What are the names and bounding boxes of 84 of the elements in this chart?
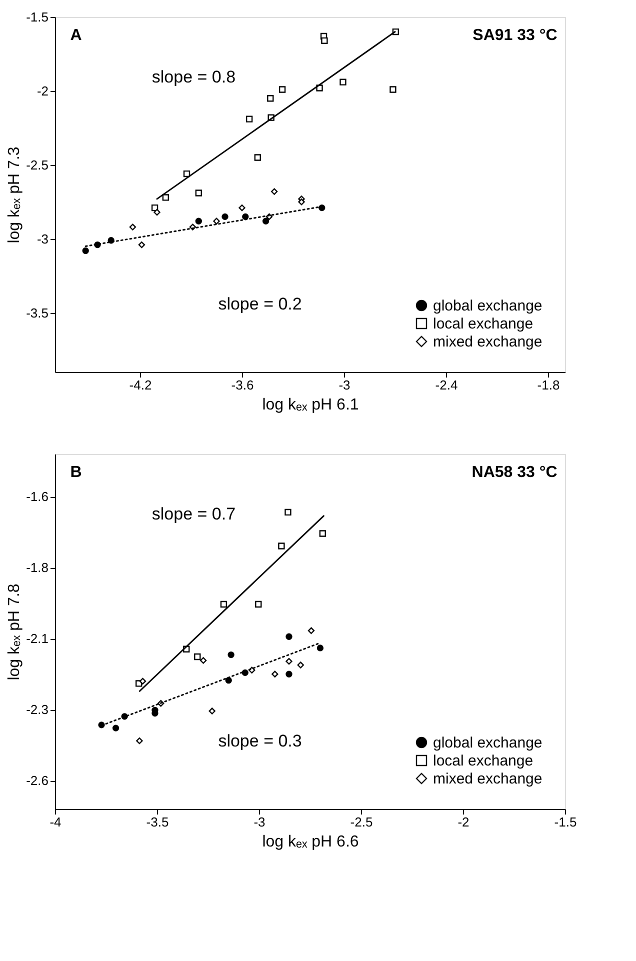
y-tick-label: -2 xyxy=(36,83,48,98)
legend-label: mixed exchange xyxy=(433,770,542,788)
point xyxy=(139,678,146,685)
y-axis-title: log kₑₓ pH 7.3 xyxy=(6,146,24,244)
point xyxy=(238,204,246,212)
point xyxy=(255,600,262,608)
point xyxy=(297,662,304,668)
y-axis-title: log kₑₓ pH 7.8 xyxy=(6,584,24,680)
point xyxy=(136,738,143,744)
y-tick-label: -2.6 xyxy=(26,773,48,788)
point xyxy=(390,86,396,93)
x-tick-label: -4 xyxy=(50,814,62,830)
annotation: slope = 0.2 xyxy=(218,294,302,314)
point xyxy=(213,218,220,224)
point xyxy=(284,508,292,516)
y-tick-label: -1.8 xyxy=(26,560,48,576)
point xyxy=(316,84,323,92)
x-axis-title: log kₑₓ pH 6.6 xyxy=(262,834,359,850)
annotation: slope = 0.3 xyxy=(218,732,302,751)
point xyxy=(138,241,146,248)
point xyxy=(228,651,234,658)
point xyxy=(267,95,274,102)
x-tick-label: -2.4 xyxy=(435,378,458,392)
y-tick-label: -1.6 xyxy=(26,489,48,504)
point xyxy=(129,224,136,230)
legend-label: global exchange xyxy=(433,734,542,752)
y-tick-label: -1.5 xyxy=(26,10,48,24)
x-tick-label: -3.5 xyxy=(146,814,169,830)
point xyxy=(183,170,190,178)
point xyxy=(321,37,328,44)
point xyxy=(112,724,120,732)
y-tick-label: -3 xyxy=(36,231,48,246)
point xyxy=(154,208,160,216)
point xyxy=(200,657,207,664)
point xyxy=(278,86,286,93)
legend-label: local exchange xyxy=(433,752,534,770)
annotation: A xyxy=(70,26,82,44)
x-tick-label: -4.2 xyxy=(129,378,152,392)
y-tick-label: -2.1 xyxy=(26,631,48,646)
point xyxy=(318,204,326,212)
point xyxy=(98,722,105,728)
x-tick-label: -1.8 xyxy=(537,378,560,392)
annotation: SA91 33 °C xyxy=(472,26,558,44)
x-tick-label: -2 xyxy=(458,814,470,830)
point xyxy=(242,213,249,220)
x-tick-label: -3 xyxy=(254,814,266,830)
legend-label: mixed exchange xyxy=(433,334,542,350)
point xyxy=(195,190,202,196)
point xyxy=(194,653,201,660)
point xyxy=(316,644,324,652)
point xyxy=(254,154,261,161)
point xyxy=(246,116,253,122)
x-tick-label: -3 xyxy=(338,378,350,392)
y-tick-label: -3.5 xyxy=(26,305,48,320)
point xyxy=(272,670,278,678)
point xyxy=(340,78,346,86)
point xyxy=(286,658,292,665)
x-tick-label: -1.5 xyxy=(554,814,577,830)
annotation: B xyxy=(70,464,82,481)
point xyxy=(208,708,216,714)
point xyxy=(308,627,315,634)
annotation: NA58 33 °C xyxy=(472,464,558,481)
annotation: slope = 0.8 xyxy=(152,67,236,86)
point xyxy=(319,530,326,537)
legend-label: global exchange xyxy=(433,298,542,314)
point xyxy=(286,670,292,678)
point xyxy=(262,218,270,224)
legend-label: local exchange xyxy=(433,316,534,332)
y-tick-label: -2.5 xyxy=(26,157,48,172)
point xyxy=(162,194,170,201)
x-axis-title: log kₑₓ pH 6.1 xyxy=(262,396,359,414)
y-tick-label: -2.3 xyxy=(26,702,48,718)
point xyxy=(298,198,305,206)
annotation: slope = 0.7 xyxy=(152,504,236,524)
point xyxy=(195,218,202,224)
x-tick-label: -2.5 xyxy=(350,814,373,830)
point xyxy=(270,188,278,195)
point xyxy=(220,600,228,608)
point xyxy=(225,677,232,684)
point xyxy=(82,247,89,254)
x-tick-label: -3.6 xyxy=(231,378,254,392)
point xyxy=(222,213,228,220)
point xyxy=(286,633,292,640)
point xyxy=(278,542,285,550)
